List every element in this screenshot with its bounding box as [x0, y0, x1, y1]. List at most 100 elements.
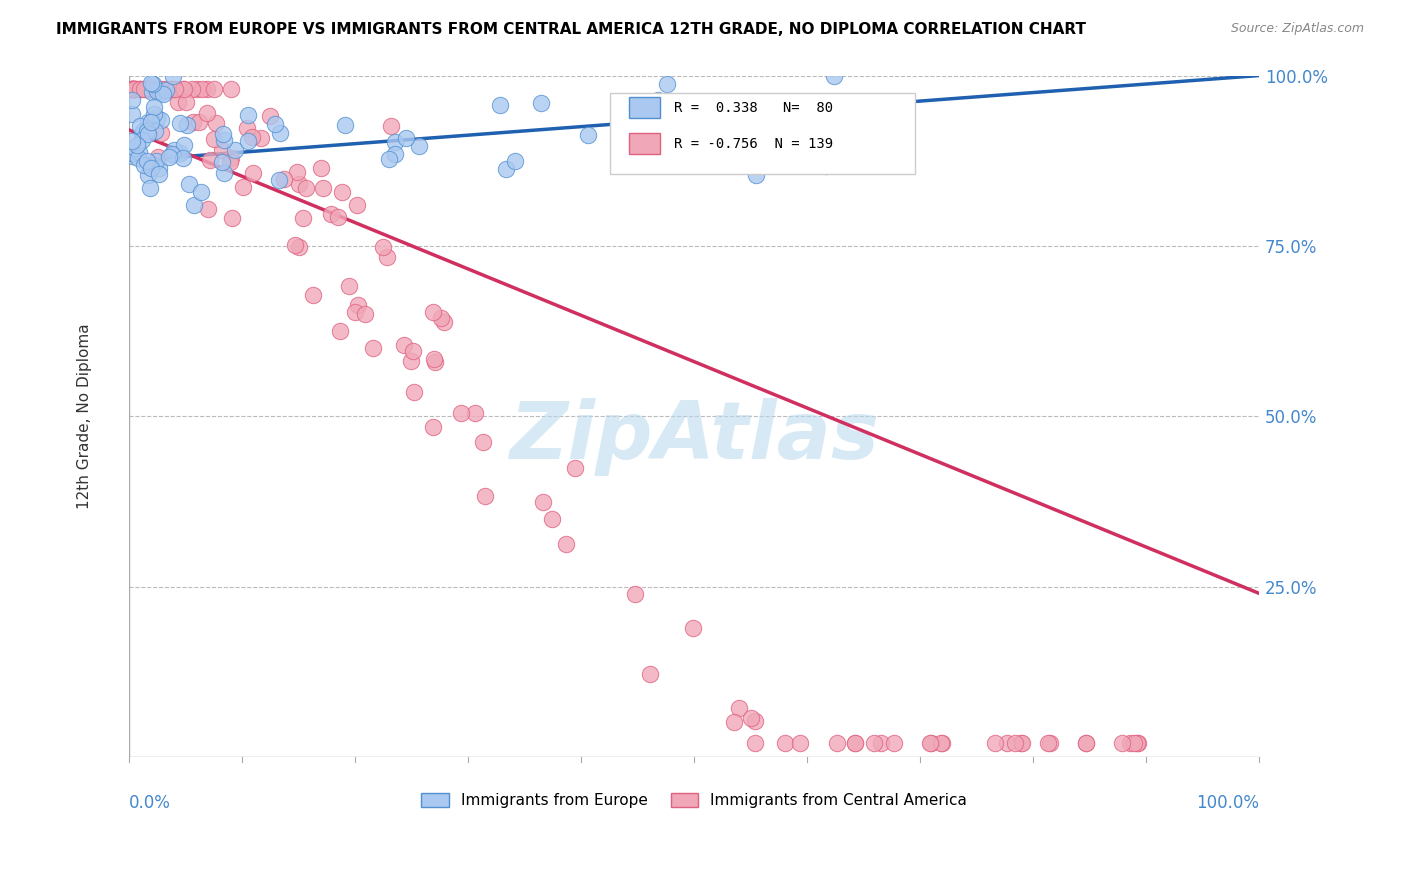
Point: [1126, 736, 1149, 750]
Point: [749, 95, 772, 110]
Point: [122, 82, 145, 96]
Point: [141, 76, 163, 90]
Point: [138, 82, 160, 96]
Point: [337, 278, 360, 293]
Point: [139, 181, 162, 195]
Point: [181, 82, 204, 96]
Point: [124, 82, 146, 96]
Point: [655, 77, 678, 91]
Point: [371, 240, 394, 254]
Point: [129, 82, 152, 96]
Point: [165, 82, 187, 96]
Point: [464, 406, 486, 420]
Point: [211, 155, 233, 169]
Point: [564, 461, 586, 475]
Point: [844, 736, 866, 750]
Text: 0.0%: 0.0%: [129, 795, 172, 813]
Point: [335, 118, 357, 132]
Point: [153, 82, 176, 96]
Point: [823, 69, 845, 83]
Point: [384, 147, 406, 161]
Point: [160, 146, 183, 161]
Point: [121, 82, 143, 96]
Point: [139, 161, 162, 175]
Point: [789, 736, 811, 750]
Point: [191, 82, 214, 96]
Point: [131, 133, 153, 147]
Point: [623, 587, 645, 601]
Point: [132, 82, 155, 96]
Point: [530, 95, 553, 110]
Point: [983, 736, 1005, 750]
Point: [179, 177, 201, 191]
Point: [198, 153, 221, 167]
Point: [128, 82, 150, 96]
Point: [121, 107, 143, 121]
Point: [172, 151, 194, 165]
Point: [127, 137, 149, 152]
Point: [263, 117, 285, 131]
Point: [186, 82, 208, 96]
Point: [1011, 736, 1033, 750]
Point: [218, 155, 240, 169]
Point: [740, 711, 762, 725]
Point: [136, 128, 159, 142]
Point: [232, 180, 254, 194]
Point: [555, 537, 578, 551]
Point: [141, 85, 163, 99]
Point: [149, 126, 172, 140]
Point: [121, 93, 143, 107]
Point: [212, 127, 235, 141]
Point: [163, 143, 186, 157]
Point: [1122, 736, 1144, 750]
Point: [375, 250, 398, 264]
Point: [995, 736, 1018, 750]
Point: [138, 82, 160, 96]
Point: [221, 211, 243, 226]
Point: [143, 107, 166, 121]
Point: [122, 82, 145, 96]
Point: [150, 82, 173, 96]
Point: [125, 82, 148, 96]
Point: [472, 435, 495, 450]
Point: [169, 145, 191, 160]
Point: [131, 127, 153, 141]
Point: [121, 134, 143, 148]
FancyBboxPatch shape: [628, 134, 661, 154]
Point: [430, 310, 453, 325]
Point: [1111, 736, 1133, 750]
Point: [136, 124, 159, 138]
Point: [211, 143, 233, 157]
Point: [146, 84, 169, 98]
Point: [138, 82, 160, 96]
Point: [221, 82, 243, 96]
Point: [176, 95, 198, 109]
Point: [136, 115, 159, 129]
Point: [727, 701, 749, 715]
Point: [214, 166, 236, 180]
Point: [148, 150, 170, 164]
Point: [1010, 736, 1032, 750]
Point: [287, 177, 309, 191]
Point: [330, 185, 353, 199]
Point: [503, 154, 526, 169]
Point: [828, 132, 851, 146]
Point: [176, 118, 198, 132]
FancyBboxPatch shape: [628, 97, 661, 118]
Point: [136, 82, 159, 96]
Point: [124, 82, 146, 96]
Point: [295, 181, 318, 195]
Point: [638, 666, 661, 681]
Point: [929, 736, 952, 750]
Point: [354, 307, 377, 321]
Point: [302, 287, 325, 301]
Point: [148, 161, 170, 175]
Point: [132, 123, 155, 137]
Point: [202, 132, 225, 146]
Point: [450, 406, 472, 420]
Point: [1036, 736, 1059, 750]
Text: IMMIGRANTS FROM EUROPE VS IMMIGRANTS FROM CENTRAL AMERICA 12TH GRADE, NO DIPLOMA: IMMIGRANTS FROM EUROPE VS IMMIGRANTS FRO…: [56, 22, 1087, 37]
Point: [815, 159, 838, 173]
Point: [1004, 736, 1026, 750]
Point: [128, 145, 150, 160]
